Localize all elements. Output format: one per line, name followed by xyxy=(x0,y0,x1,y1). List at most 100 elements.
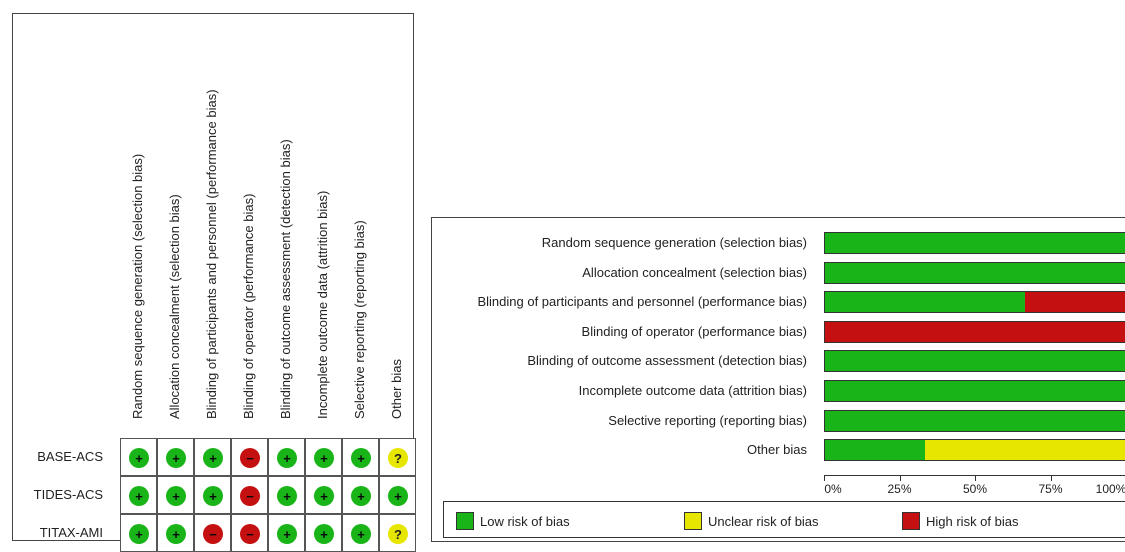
domain-label: Blinding of operator (performance bias) xyxy=(581,323,807,339)
judgement-cell: + xyxy=(379,476,416,514)
low-risk-icon: + xyxy=(203,486,223,506)
judgement-cell: + xyxy=(157,476,194,514)
low-risk-icon: + xyxy=(166,448,186,468)
study-label: TIDES-ACS xyxy=(33,487,103,502)
low-risk-icon: + xyxy=(203,448,223,468)
study-label: BASE-ACS xyxy=(37,449,103,464)
judgement-cell: + xyxy=(342,514,379,552)
legend-item: Unclear risk of bias xyxy=(684,512,819,530)
study-label: TITAX-AMI xyxy=(39,525,103,540)
bar-row xyxy=(824,320,1125,343)
low-risk-icon: + xyxy=(277,448,297,468)
judgement-cell: + xyxy=(268,476,305,514)
judgement-cell: + xyxy=(120,514,157,552)
bar-segment xyxy=(825,410,1125,431)
high-risk-icon: − xyxy=(240,486,260,506)
bar-row xyxy=(824,232,1125,254)
domain-column-header-label: Allocation concealment (selection bias) xyxy=(167,194,182,419)
low-risk-icon: + xyxy=(166,486,186,506)
bar-segment xyxy=(825,381,1125,401)
judgement-cell: + xyxy=(305,476,342,514)
legend-label: Unclear risk of bias xyxy=(708,513,819,529)
judgement-cell: + xyxy=(268,438,305,476)
low-risk-icon: + xyxy=(314,448,334,468)
low-risk-icon: + xyxy=(351,448,371,468)
unclear-risk-icon: ? xyxy=(388,448,408,468)
legend-label: High risk of bias xyxy=(926,513,1019,529)
legend-swatch xyxy=(902,512,920,530)
bar-segment xyxy=(825,351,1125,372)
domain-label: Random sequence generation (selection bi… xyxy=(541,235,807,250)
x-tick-label: 0% xyxy=(824,482,842,496)
judgement-cell: + xyxy=(120,476,157,514)
domain-column-header-label: Selective reporting (reporting bias) xyxy=(352,220,367,419)
judgement-cell: + xyxy=(157,514,194,552)
legend-swatch xyxy=(684,512,702,530)
low-risk-icon: + xyxy=(129,524,149,544)
low-risk-icon: + xyxy=(277,524,297,544)
high-risk-icon: − xyxy=(203,524,223,544)
judgement-cell: − xyxy=(231,438,268,476)
bar-segment xyxy=(825,233,1125,253)
domain-column-header-label: Random sequence generation (selection bi… xyxy=(130,153,145,419)
x-tick xyxy=(975,475,976,481)
bar-segment xyxy=(825,262,1125,283)
low-risk-icon: + xyxy=(351,486,371,506)
domain-column-header-label: Other bias xyxy=(389,359,404,419)
domain-label: Other bias xyxy=(747,442,807,458)
judgement-cell: − xyxy=(231,476,268,514)
low-risk-icon: + xyxy=(388,486,408,506)
unclear-risk-icon: ? xyxy=(388,524,408,544)
low-risk-icon: + xyxy=(277,486,297,506)
bar-segment xyxy=(825,292,1026,313)
x-tick-label: 75% xyxy=(1038,482,1063,496)
low-risk-icon: + xyxy=(351,524,371,544)
domain-column-header-label: Blinding of operator (performance bias) xyxy=(241,193,256,419)
judgement-cell: + xyxy=(157,438,194,476)
judgement-cell: − xyxy=(231,514,268,552)
domain-label: Incomplete outcome data (attrition bias) xyxy=(578,383,807,398)
bar-row xyxy=(824,291,1125,314)
bar-row xyxy=(824,350,1125,373)
x-tick xyxy=(899,475,901,481)
x-tick xyxy=(1050,475,1052,481)
domain-column-header-label: Blinding of participants and personnel (… xyxy=(204,89,219,419)
x-axis xyxy=(824,475,1125,476)
judgement-cell: + xyxy=(305,514,342,552)
judgement-cell: + xyxy=(268,514,305,552)
legend-swatch xyxy=(456,512,474,530)
bar-segment xyxy=(825,321,1125,342)
high-risk-icon: − xyxy=(240,448,260,468)
judgement-grid: + + + − + + +? + + + − + + + + + + − − + + +? xyxy=(120,438,416,552)
judgement-cell: + xyxy=(305,438,342,476)
bar-segment xyxy=(1025,292,1125,313)
legend-item: Low risk of bias xyxy=(456,512,570,530)
bar-row xyxy=(824,409,1125,432)
low-risk-icon: + xyxy=(129,486,149,506)
high-risk-icon: − xyxy=(240,524,260,544)
judgement-cell: + xyxy=(342,438,379,476)
domain-label: Blinding of participants and personnel (… xyxy=(477,294,807,310)
legend-label: Low risk of bias xyxy=(480,513,570,529)
judgement-cell: + xyxy=(194,476,231,514)
x-tick-label: 100% xyxy=(1095,482,1125,496)
low-risk-icon: + xyxy=(314,486,334,506)
domain-label: Blinding of outcome assessment (detectio… xyxy=(527,353,807,369)
low-risk-icon: + xyxy=(129,448,149,468)
bar-segment xyxy=(825,440,925,461)
legend: Low risk of bias Unclear risk of bias High… xyxy=(443,501,1125,538)
low-risk-icon: + xyxy=(314,524,334,544)
judgement-cell: + xyxy=(194,438,231,476)
x-tick-label: 25% xyxy=(887,482,912,496)
low-risk-icon: + xyxy=(166,524,186,544)
bar-row xyxy=(824,439,1125,462)
risk-of-bias-summary: Random sequence generation (selection bi… xyxy=(12,13,416,552)
domain-column-header-label: Blinding of outcome assessment (detectio… xyxy=(278,139,293,419)
x-tick xyxy=(824,475,825,481)
judgement-cell: − xyxy=(194,514,231,552)
bar-row xyxy=(824,261,1125,284)
judgement-cell: + xyxy=(120,438,157,476)
domain-label: Allocation concealment (selection bias) xyxy=(582,264,807,280)
domain-label: Selective reporting (reporting bias) xyxy=(608,412,807,428)
bar-row xyxy=(824,380,1125,402)
